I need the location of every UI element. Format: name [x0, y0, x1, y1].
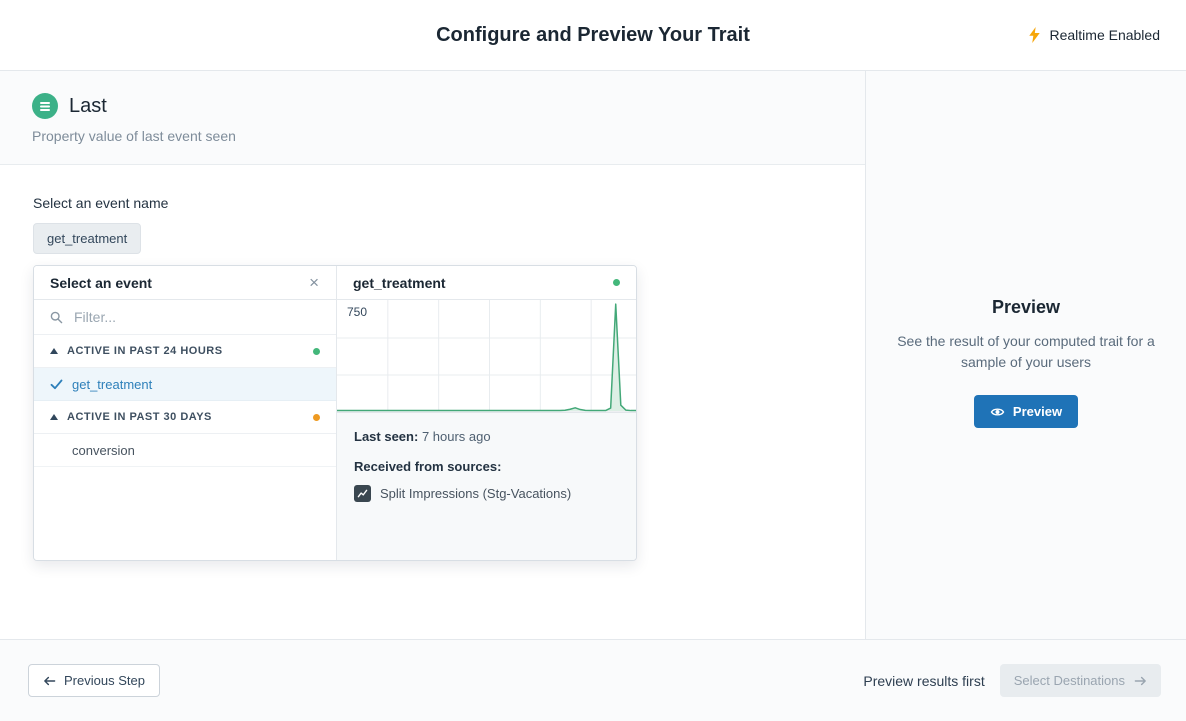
previous-step-button[interactable]: Previous Step — [28, 664, 160, 697]
preview-button-label: Preview — [1012, 404, 1063, 419]
source-item: Split Impressions (Stg-Vacations) — [354, 485, 619, 502]
realtime-status: Realtime Enabled — [1028, 0, 1160, 70]
event-detail-header: get_treatment — [337, 266, 636, 300]
event-name-label: Select an event name — [33, 195, 169, 211]
activity-sparkline — [337, 300, 636, 412]
realtime-label: Realtime Enabled — [1049, 27, 1160, 43]
collapse-triangle-icon — [50, 414, 58, 420]
lightning-icon — [1029, 27, 1041, 43]
top-bar: Configure and Preview Your Trait Realtim… — [0, 0, 1186, 71]
preview-button[interactable]: Preview — [973, 395, 1079, 428]
collapse-triangle-icon — [50, 348, 58, 354]
last-seen-row: Last seen: 7 hours ago — [354, 429, 619, 444]
preview-title: Preview — [991, 297, 1061, 317]
filter-input[interactable] — [72, 308, 320, 326]
filter-row — [34, 300, 336, 335]
preview-results-hint: Preview results first — [863, 672, 985, 689]
page-title: Configure and Preview Your Trait — [436, 23, 750, 46]
event-select-popover: Select an event × ACTIVE — [33, 265, 637, 561]
select-destinations-label: Select Destinations — [1013, 673, 1125, 688]
check-icon — [50, 379, 63, 390]
event-item-conversion[interactable]: conversion — [34, 434, 336, 467]
select-destinations-button[interactable]: Select Destinations — [999, 664, 1161, 697]
previous-step-label: Previous Step — [64, 673, 145, 688]
source-name: Split Impressions (Stg-Vacations) — [380, 486, 572, 501]
group-label: ACTIVE IN PAST 30 DAYS — [67, 411, 212, 423]
footer-bar: Previous Step Preview results first Sele… — [0, 639, 1186, 721]
trait-header: Last Property value of last event seen — [0, 71, 865, 165]
sources-label: Received from sources: — [354, 459, 502, 474]
trait-description: Property value of last event seen — [32, 128, 236, 144]
event-item-get-treatment[interactable]: get_treatment — [34, 368, 336, 401]
arrow-left-icon — [44, 676, 56, 685]
event-meta: Last seen: 7 hours ago Received from sou… — [337, 413, 636, 518]
event-status-dot — [613, 279, 620, 286]
event-detail-column: get_treatment 750 — [337, 266, 636, 560]
event-activity-chart: 750 — [337, 300, 636, 413]
last-seen-label: Last seen: — [354, 429, 419, 444]
trait-name: Last — [69, 94, 107, 117]
trait-config-area: Last Property value of last event seen S… — [0, 71, 865, 639]
group-active-24h[interactable]: ACTIVE IN PAST 24 HOURS — [34, 335, 336, 368]
footer-right: Preview results first Select Destination… — [863, 664, 1161, 697]
selected-event-chip[interactable]: get_treatment — [33, 223, 142, 254]
preview-panel: Preview See the result of your computed … — [865, 71, 1186, 639]
source-logo-icon — [354, 485, 371, 502]
group-label: ACTIVE IN PAST 24 HOURS — [67, 345, 223, 357]
preview-description: See the result of your computed trait fo… — [897, 333, 1155, 370]
group-active-30d[interactable]: ACTIVE IN PAST 30 DAYS — [34, 401, 336, 434]
event-item-label: get_treatment — [72, 376, 153, 392]
last-seen-value: 7 hours ago — [421, 429, 491, 444]
event-detail-title: get_treatment — [353, 274, 446, 291]
eye-icon — [990, 407, 1005, 416]
main-area: Last Property value of last event seen S… — [0, 71, 1186, 639]
sources-row: Received from sources: Split Impressions… — [354, 459, 619, 502]
y-axis-tick: 750 — [343, 304, 372, 320]
popover-header: Select an event × — [34, 266, 336, 300]
group-status-dot — [313, 413, 320, 421]
popover-title: Select an event — [50, 274, 152, 291]
event-list-column: Select an event × ACTIVE — [34, 266, 337, 560]
event-config-content: Select an event name get_treatment Selec… — [0, 165, 865, 639]
event-item-label: conversion — [72, 442, 135, 458]
group-status-dot — [313, 347, 320, 355]
arrow-right-icon — [1134, 676, 1146, 685]
search-icon — [50, 311, 63, 323]
trait-type-icon — [32, 93, 58, 119]
close-icon[interactable]: × — [304, 272, 324, 293]
